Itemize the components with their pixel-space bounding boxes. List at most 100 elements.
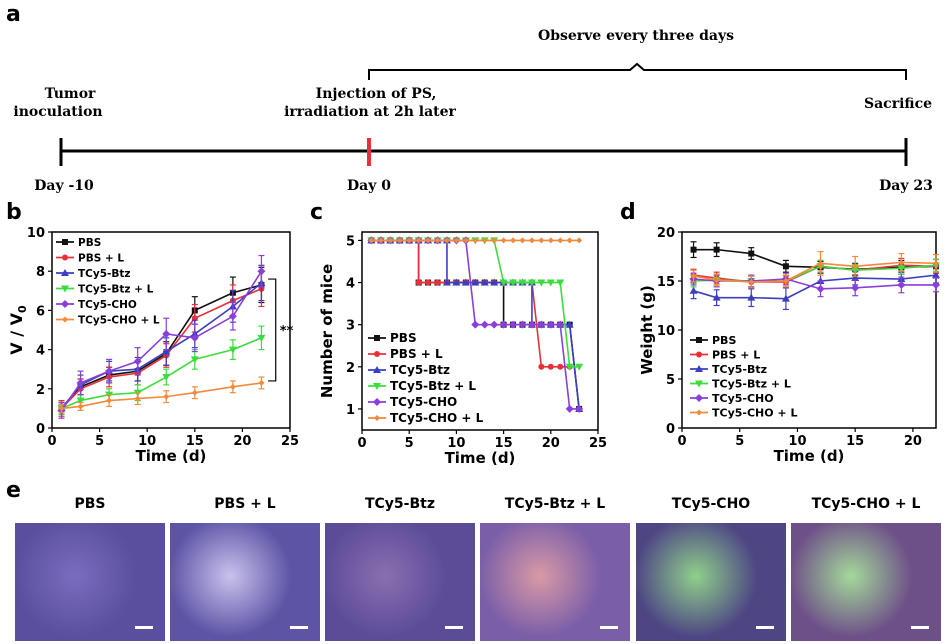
legend-label: TCy5-Btz (78, 268, 131, 280)
data-point (690, 246, 697, 253)
data-point (556, 279, 565, 287)
x-tick-label: 25 (589, 436, 607, 451)
x-tick-label: 10 (138, 434, 156, 449)
data-point (257, 267, 266, 276)
y-tick-label: 4 (346, 277, 355, 292)
legend-label: PBS (712, 334, 736, 347)
micrograph-image (791, 523, 941, 641)
micrograph-title: TCy5-CHO + L (811, 496, 921, 512)
data-point (510, 237, 517, 244)
legend-label: TCy5-CHO (78, 299, 137, 311)
legend-marker (374, 335, 380, 341)
series-line (693, 274, 937, 300)
survival-chart: 0 5 10 15 20 25 1 2 3 4 5 Time (d) Number of mice PBS… (318, 231, 607, 467)
data-point (509, 320, 518, 329)
data-point (76, 397, 85, 405)
data-point (229, 383, 236, 390)
data-point (519, 237, 526, 244)
data-point (547, 237, 554, 244)
micrograph-image (636, 523, 786, 641)
x-tick-label: 20 (233, 434, 251, 449)
legend-label: TCy5-CHO (390, 395, 457, 409)
x-tick-label: 15 (186, 434, 204, 449)
micrograph-image (15, 523, 165, 641)
series-tcy5-cho (689, 272, 940, 298)
panel-label-d: d (620, 200, 636, 225)
y-tick-label: 3 (346, 319, 355, 334)
legend-marker (62, 239, 68, 245)
data-point (453, 237, 460, 244)
legend-label: PBS (78, 237, 101, 249)
tick-label-day-23: Day 23 (879, 178, 933, 194)
data-point (406, 237, 413, 244)
scale-bar (445, 626, 463, 629)
data-point (472, 237, 479, 244)
scale-bar (290, 626, 308, 629)
event-tumor-line2: inoculation (13, 104, 102, 120)
data-point (565, 404, 574, 413)
data-point (471, 278, 480, 286)
tick-label-day-0: Day 0 (347, 178, 391, 194)
data-point (162, 374, 171, 382)
y-tick-label: 5 (666, 373, 675, 388)
data-point (897, 280, 906, 289)
data-point (565, 363, 574, 371)
data-point (712, 293, 721, 301)
micrograph-image (480, 523, 630, 641)
data-point (377, 237, 384, 244)
micrograph-image (325, 523, 475, 641)
legend-label: TCy5-CHO + L (390, 411, 484, 425)
y-axis-label: Weight (g) (638, 285, 656, 375)
data-point (782, 263, 789, 270)
legend-label: PBS + L (390, 347, 443, 361)
y-tick-label: 1 (346, 403, 355, 418)
data-point (575, 404, 584, 413)
data-point (713, 246, 720, 253)
data-point (480, 320, 489, 329)
data-point (566, 237, 573, 244)
x-tick-label: 0 (357, 436, 366, 451)
legend-marker (373, 398, 381, 406)
scale-bar (911, 626, 929, 629)
data-point (415, 279, 422, 286)
y-tick-label: 0 (666, 422, 675, 437)
legend-marker (62, 254, 68, 261)
data-point (228, 346, 237, 354)
data-point (537, 279, 546, 287)
legend-marker (61, 285, 69, 293)
x-tick-label: 20 (904, 434, 922, 449)
legend-label: PBS + L (78, 253, 124, 265)
series-line (60, 284, 262, 409)
legend-marker (696, 337, 702, 343)
legend-label: TCy5-Btz + L (78, 284, 154, 296)
data-point (191, 389, 198, 396)
y-tick-label: 5 (346, 234, 355, 249)
data-point (162, 347, 171, 355)
data-point (105, 367, 114, 376)
x-tick-label: 5 (405, 436, 414, 451)
panel-label-e: e (6, 478, 21, 503)
data-point (480, 278, 489, 286)
data-point (509, 279, 518, 287)
data-point (932, 271, 940, 279)
series-tcy5-cho-l (368, 237, 583, 244)
legend-marker (62, 316, 68, 323)
data-point (713, 277, 720, 284)
x-axis-label: Time (d) (445, 449, 516, 467)
data-point (368, 237, 375, 244)
series-line (60, 288, 262, 409)
observation-bracket (368, 62, 907, 80)
data-point (932, 280, 940, 289)
series-line (693, 261, 937, 283)
x-tick-label: 10 (447, 436, 465, 451)
data-point (190, 356, 199, 364)
legend-marker (695, 380, 703, 388)
data-point (162, 329, 171, 338)
legend-marker (696, 351, 702, 358)
data-point (396, 237, 403, 244)
legend-marker (61, 300, 69, 308)
data-point (546, 320, 555, 329)
